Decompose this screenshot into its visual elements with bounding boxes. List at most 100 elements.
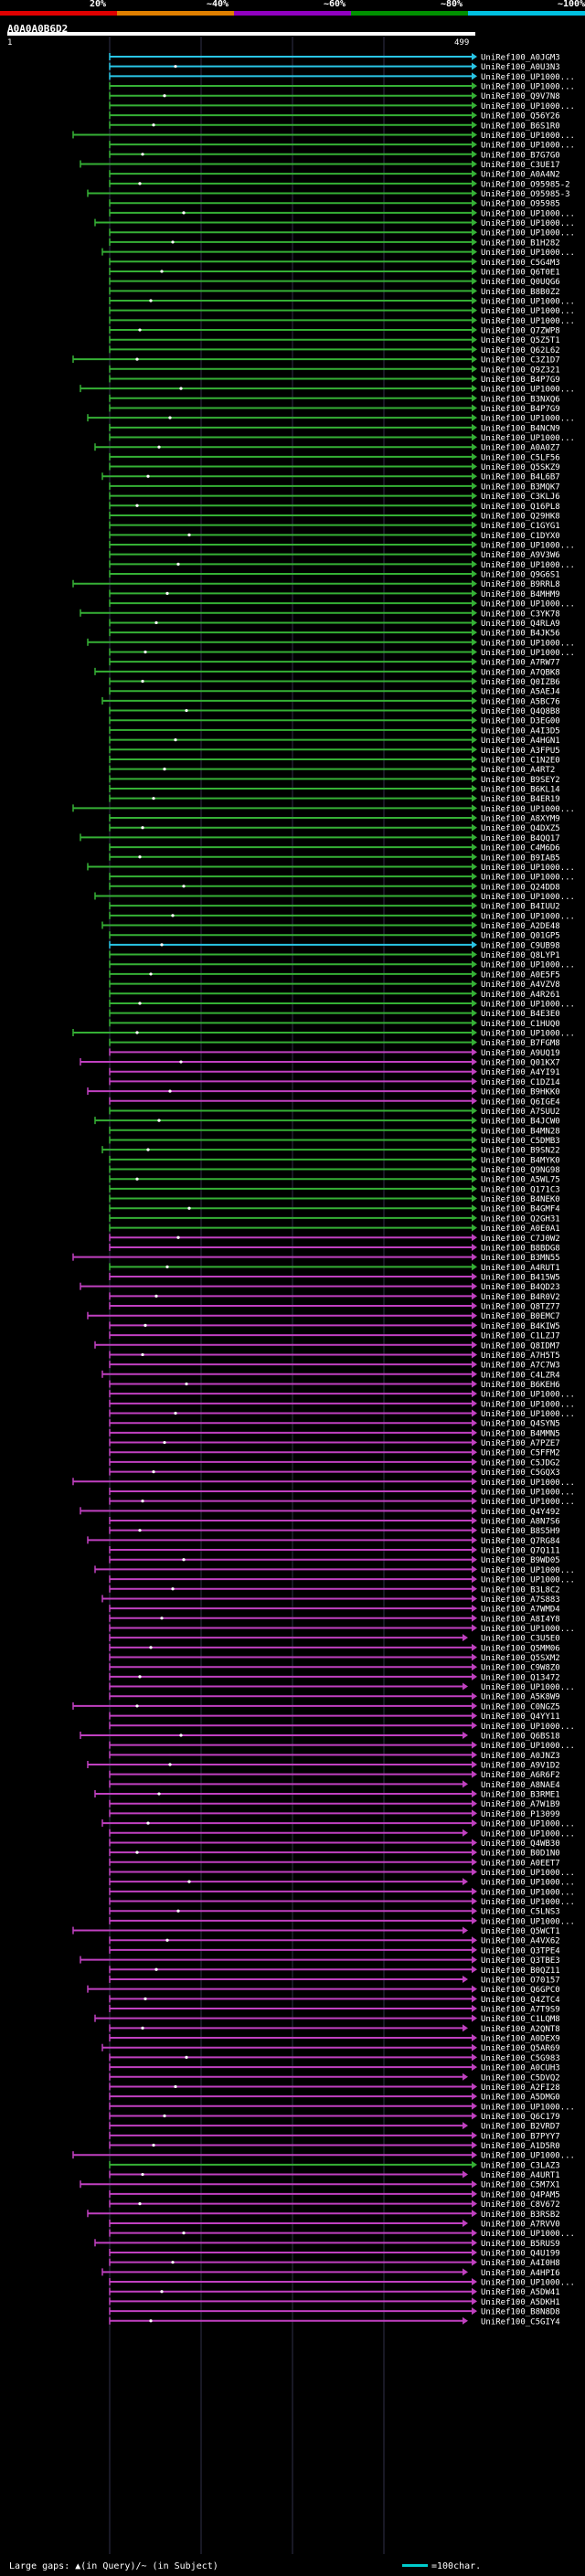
hit-row[interactable]: UniRef100_C5GIY4 bbox=[109, 2316, 560, 2327]
hit-label[interactable]: UniRef100_C4LZR4 bbox=[481, 1371, 560, 1380]
hit-label[interactable]: UniRef100_O70157 bbox=[481, 1976, 560, 1985]
hit-row[interactable]: UniRef100_UP1000... bbox=[109, 2278, 575, 2288]
hit-label[interactable]: UniRef100_UP1000... bbox=[481, 1742, 575, 1751]
hit-row[interactable]: UniRef100_C5G983 bbox=[109, 2053, 560, 2063]
hit-row[interactable]: UniRef100_C9UB98 bbox=[109, 940, 560, 951]
hit-label[interactable]: UniRef100_Q29HK8 bbox=[481, 512, 560, 521]
hit-label[interactable]: UniRef100_A6R6F2 bbox=[481, 1771, 560, 1780]
hit-label[interactable]: UniRef100_C5LNS3 bbox=[481, 1908, 560, 1917]
hit-label[interactable]: UniRef100_B4E3E0 bbox=[481, 1010, 560, 1019]
hit-row[interactable]: UniRef100_B9WD05 bbox=[109, 1555, 560, 1566]
hit-row[interactable]: UniRef100_Q29HK8 bbox=[109, 511, 560, 522]
hit-label[interactable]: UniRef100_A0A0Z7 bbox=[481, 444, 560, 453]
hit-row[interactable]: UniRef100_Q5SXM2 bbox=[109, 1653, 560, 1664]
hit-row[interactable]: UniRef100_A9V1D2 bbox=[87, 1761, 560, 1771]
hit-row[interactable]: UniRef100_B9SN22 bbox=[101, 1146, 560, 1156]
hit-label[interactable]: UniRef100_UP1000... bbox=[481, 912, 575, 921]
hit-label[interactable]: UniRef100_A8XYM9 bbox=[481, 815, 560, 824]
hit-row[interactable]: UniRef100_A8NAE4 bbox=[109, 1780, 560, 1790]
hit-row[interactable]: UniRef100_B4NCN9 bbox=[109, 423, 560, 434]
hit-row[interactable]: UniRef100_C8V672 bbox=[109, 2200, 560, 2210]
hit-row[interactable]: UniRef100_UP1000... bbox=[72, 1478, 575, 1488]
hit-label[interactable]: UniRef100_B7FGM8 bbox=[481, 1039, 560, 1048]
hit-row[interactable]: UniRef100_A5AEJ4 bbox=[109, 687, 560, 697]
hit-row[interactable]: UniRef100_A8I4Y8 bbox=[109, 1614, 560, 1625]
hit-row[interactable]: UniRef100_B0EMC7 bbox=[87, 1311, 560, 1322]
hit-label[interactable]: UniRef100_UP1000... bbox=[481, 1625, 575, 1634]
hit-row[interactable]: UniRef100_A4RT2 bbox=[109, 765, 555, 776]
hit-row[interactable]: UniRef100_O95985-2 bbox=[109, 179, 570, 190]
hit-label[interactable]: UniRef100_UP1000... bbox=[481, 561, 575, 570]
hit-row[interactable]: UniRef100_B4ER19 bbox=[109, 794, 560, 805]
hit-label[interactable]: UniRef100_A7H5T5 bbox=[481, 1352, 560, 1361]
hit-row[interactable]: UniRef100_Q0UQG6 bbox=[109, 277, 560, 288]
hit-row[interactable]: UniRef100_UP1000... bbox=[87, 863, 575, 873]
hit-label[interactable]: UniRef100_B2VRD7 bbox=[481, 2123, 560, 2132]
hit-label[interactable]: UniRef100_Q6GPC0 bbox=[481, 1986, 560, 1995]
hit-label[interactable]: UniRef100_B6KL14 bbox=[481, 786, 560, 795]
hit-label[interactable]: UniRef100_A5AEJ4 bbox=[481, 688, 560, 697]
hit-label[interactable]: UniRef100_B4MN28 bbox=[481, 1127, 560, 1136]
hit-row[interactable]: UniRef100_UP1000... bbox=[101, 248, 575, 259]
hit-label[interactable]: UniRef100_Q4Y492 bbox=[481, 1508, 560, 1517]
hit-row[interactable]: UniRef100_UP1000... bbox=[109, 228, 575, 239]
hit-row[interactable]: UniRef100_UP1000... bbox=[109, 101, 575, 111]
hit-label[interactable]: UniRef100_Q5MM06 bbox=[481, 1644, 560, 1653]
hit-row[interactable]: UniRef100_B4L6B7 bbox=[101, 472, 560, 482]
hit-label[interactable]: UniRef100_A9UQ19 bbox=[481, 1049, 560, 1058]
hit-label[interactable]: UniRef100_UP1000... bbox=[481, 1488, 575, 1497]
hit-row[interactable]: UniRef100_Q6IGE4 bbox=[109, 1097, 560, 1108]
hit-row[interactable]: UniRef100_A8N7S6 bbox=[109, 1517, 560, 1527]
hit-row[interactable]: UniRef100_A0E5F5 bbox=[109, 970, 560, 981]
hit-row[interactable]: UniRef100_A0JGM3 bbox=[109, 53, 560, 63]
hit-label[interactable]: UniRef100_A8N7S6 bbox=[481, 1518, 560, 1527]
hit-row[interactable]: UniRef100_O95985 bbox=[109, 199, 560, 209]
hit-label[interactable]: UniRef100_UP1000... bbox=[481, 307, 575, 316]
hit-label[interactable]: UniRef100_Q4ZTC4 bbox=[481, 1996, 560, 2005]
hit-row[interactable]: UniRef100_Q6GPC0 bbox=[87, 1985, 560, 1996]
hit-label[interactable]: UniRef100_A5DKH1 bbox=[481, 2298, 560, 2307]
hit-row[interactable]: UniRef100_B415W5 bbox=[109, 1273, 560, 1283]
hit-row[interactable]: UniRef100_A7RW77 bbox=[109, 658, 560, 668]
hit-row[interactable]: UniRef100_Q4YY11 bbox=[109, 1712, 560, 1723]
hit-label[interactable]: UniRef100_UP1000... bbox=[481, 434, 575, 443]
hit-row[interactable]: UniRef100_C4LZR4 bbox=[101, 1370, 560, 1381]
hit-label[interactable]: UniRef100_Q4WB30 bbox=[481, 1839, 560, 1849]
hit-row[interactable]: UniRef100_Q5WCT1 bbox=[72, 1926, 560, 1937]
hit-row[interactable]: UniRef100_B3RME1 bbox=[94, 1790, 560, 1800]
hit-label[interactable]: UniRef100_Q8LYP1 bbox=[481, 951, 560, 960]
hit-label[interactable]: UniRef100_C1LQM8 bbox=[481, 2015, 560, 2024]
hit-label[interactable]: UniRef100_Q7RG84 bbox=[481, 1537, 560, 1546]
hit-label[interactable]: UniRef100_B9RRL8 bbox=[481, 580, 560, 589]
hit-row[interactable]: UniRef100_A4VZV8 bbox=[109, 980, 560, 991]
hit-label[interactable]: UniRef100_C5LF56 bbox=[481, 453, 560, 462]
hit-row[interactable]: UniRef100_A7W1B9 bbox=[109, 1799, 560, 1810]
hit-label[interactable]: UniRef100_UP1000... bbox=[481, 542, 575, 551]
hit-label[interactable]: UniRef100_B4JK56 bbox=[481, 630, 560, 639]
hit-row[interactable]: UniRef100_C3UE17 bbox=[80, 160, 560, 170]
hit-row[interactable]: UniRef100_Q6BS18 bbox=[80, 1731, 560, 1742]
hit-label[interactable]: UniRef100_A7C7W3 bbox=[481, 1362, 560, 1371]
hit-label[interactable]: UniRef100_Q0UQG6 bbox=[481, 278, 560, 287]
hit-row[interactable]: UniRef100_A5DKH1 bbox=[109, 2297, 560, 2307]
hit-label[interactable]: UniRef100_UP1000... bbox=[481, 649, 575, 658]
hit-label[interactable]: UniRef100_UP1000... bbox=[481, 1498, 575, 1507]
hit-row[interactable]: UniRef100_B4MYK0 bbox=[109, 1155, 560, 1166]
hit-label[interactable]: UniRef100_Q6C179 bbox=[481, 2113, 560, 2122]
hit-row[interactable]: UniRef100_A0EET7 bbox=[109, 1858, 560, 1869]
hit-label[interactable]: UniRef100_UP1000... bbox=[481, 219, 575, 228]
hit-row[interactable]: UniRef100_B7PYY7 bbox=[109, 2131, 560, 2142]
hit-label[interactable]: UniRef100_A7SUU2 bbox=[481, 1108, 560, 1117]
hit-row[interactable]: UniRef100_Q5Z5T1 bbox=[109, 335, 560, 346]
hit-row[interactable]: UniRef100_Q4WB30 bbox=[109, 1839, 560, 1849]
hit-label[interactable]: UniRef100_UP1000... bbox=[481, 73, 575, 82]
hit-label[interactable]: UniRef100_UP1000... bbox=[481, 2152, 575, 2161]
hit-label[interactable]: UniRef100_Q6BS18 bbox=[481, 1732, 560, 1741]
hit-row[interactable]: UniRef100_B9RRL8 bbox=[72, 579, 560, 590]
hit-label[interactable]: UniRef100_UP1000... bbox=[481, 961, 575, 970]
hit-label[interactable]: UniRef100_B4GMF4 bbox=[481, 1205, 560, 1214]
hit-row[interactable]: UniRef100_UP1000... bbox=[109, 541, 575, 551]
hit-label[interactable]: UniRef100_B9SEY2 bbox=[481, 776, 560, 785]
hit-label[interactable]: UniRef100_Q13472 bbox=[481, 1673, 560, 1682]
hit-label[interactable]: UniRef100_UP1000... bbox=[481, 893, 575, 902]
